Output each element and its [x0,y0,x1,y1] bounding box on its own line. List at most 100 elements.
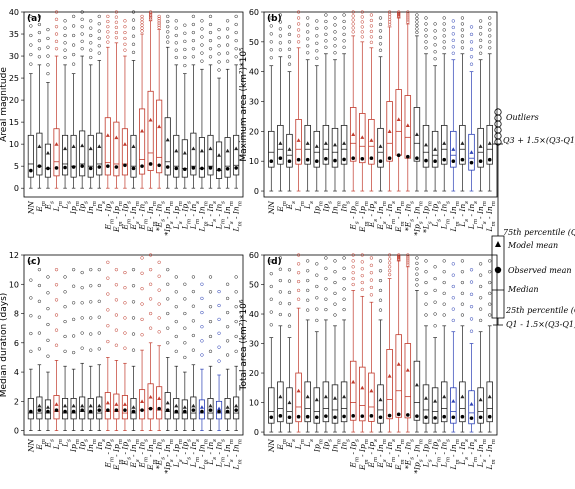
outlier-point [269,297,273,301]
tick-label: Ls [61,439,73,448]
y-tick-label: 20 [249,127,259,136]
observed-mean-marker [183,409,187,414]
outlier-point [287,47,292,51]
box-iqr [62,398,69,420]
legend-outliers-label: Outliers [506,113,539,122]
outlier-point [333,30,337,34]
model-mean-marker [414,132,419,136]
outlier-point [369,263,374,267]
outlier-point [306,44,310,48]
outlier-point [442,22,446,26]
tick-label: Em - Ins [138,201,150,231]
observed-mean-marker [333,415,337,420]
observed-mean-marker [46,409,50,414]
outlier-point [451,38,455,42]
model-mean-marker [405,368,410,372]
box-3 [295,253,302,433]
outlier-point [71,301,76,305]
outlier-point [140,302,144,306]
outlier-point [97,14,101,19]
box-iqr [268,387,275,424]
box-23 [224,19,231,189]
tick-label: Es - Inm [376,439,388,469]
outlier-point [123,346,127,350]
tick-label: *Es - Ins [155,201,167,231]
outlier-point [287,279,292,283]
outlier-point [183,31,187,35]
y-tick-label: 30 [249,98,259,107]
outlier-point [114,36,119,40]
outlier-point [269,48,273,52]
box-13 [139,14,146,189]
outlier-point [315,19,319,23]
outlier-point [29,24,33,28]
y-tick-label: 10 [249,399,259,408]
box-iqr [215,141,223,179]
outlier-point [114,283,119,287]
outlier-point [415,256,419,260]
box-iqr [404,343,412,419]
outlier-point [71,284,76,288]
box-10 [113,10,120,189]
y-tick-label: 0 [14,427,19,436]
outlier-point [217,303,221,308]
outlier-point [63,26,67,30]
outlier-point [166,40,170,44]
outlier-point [71,43,76,47]
outlier-point [191,275,196,279]
outlier-point [29,14,33,19]
box-15 [156,260,163,431]
outlier-point [324,266,328,270]
outlier-point [46,45,50,49]
outlier-point [225,35,230,39]
outlier-point [460,291,465,296]
outlier-point [488,291,492,296]
model-mean-marker [351,132,356,136]
outlier-point [183,47,187,52]
outlier-point [200,339,204,343]
outlier-point [387,20,392,24]
outlier-point [406,257,410,261]
tick-label: Lm - Ins [189,201,201,230]
outlier-point [37,299,42,303]
tick-label: Lm - Ips [431,439,443,468]
box-16 [413,13,421,192]
outlier-point [191,55,196,59]
tick-label: Ipm [69,201,81,215]
outlier-point [234,22,238,27]
outlier-point [369,18,374,23]
model-mean-marker [287,400,292,405]
box-iqr [395,334,402,418]
outlier-point [123,301,127,305]
outlier-point [342,276,346,281]
legend-outlier-point [494,120,502,128]
outlier-point [333,44,337,48]
outlier-point [54,313,59,317]
outlier-point [269,272,273,276]
outlier-point [37,30,42,35]
tick-label: Em - Ins [385,439,397,469]
outlier-point [217,289,221,294]
outlier-point [123,316,127,320]
outlier-point [80,316,84,320]
box-iqr [277,124,284,165]
tick-label: Es - Inm [129,201,141,231]
outlier-point [278,27,283,31]
outlier-point [80,301,84,305]
outlier-point [71,24,76,28]
box-23 [477,19,484,192]
observed-mean-marker [424,415,428,420]
box-iqr [96,132,103,176]
box-14 [395,253,402,433]
tick-label: Lm [294,201,306,212]
box-11 [121,270,128,431]
outlier-point [387,15,392,19]
box-0 [27,14,34,189]
model-mean-marker [460,141,465,145]
outlier-point [200,296,204,301]
outlier-point [63,55,67,60]
outlier-point [360,15,364,19]
tick-label: Lm - Inm [197,439,209,471]
outlier-point [225,296,230,301]
outlier-point [63,19,67,23]
